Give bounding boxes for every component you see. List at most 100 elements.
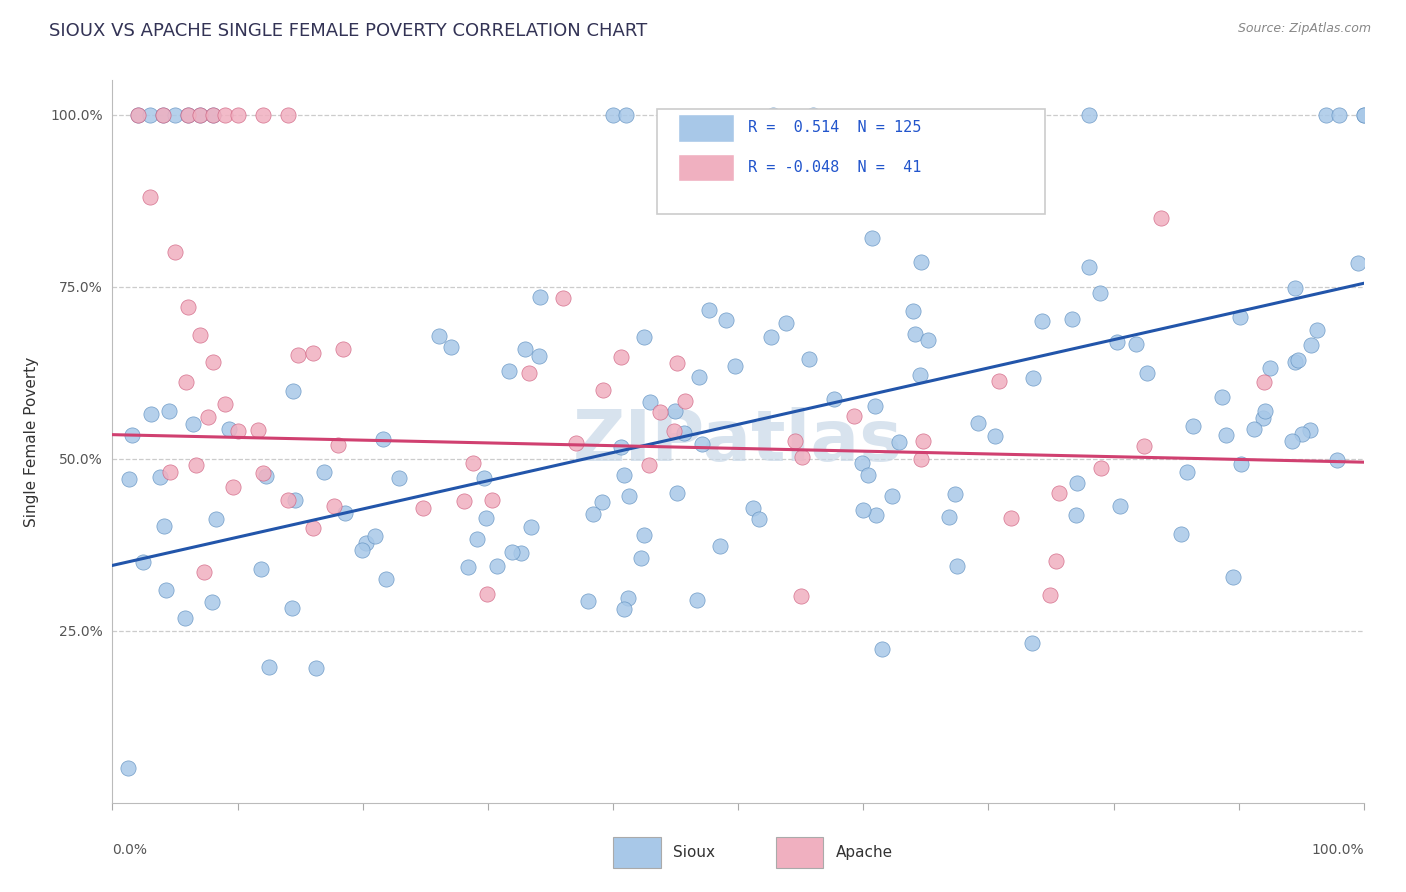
Point bbox=[173, 611, 195, 625]
Point bbox=[1022, 371, 1045, 385]
Point bbox=[226, 424, 249, 438]
Point bbox=[882, 489, 904, 503]
Point bbox=[1353, 108, 1375, 122]
Point bbox=[277, 493, 299, 508]
Point bbox=[917, 333, 939, 347]
Point bbox=[842, 409, 865, 424]
Point bbox=[121, 428, 143, 442]
Point bbox=[617, 489, 640, 503]
Point bbox=[1230, 457, 1253, 471]
Point bbox=[249, 562, 271, 576]
Point bbox=[284, 493, 307, 508]
Point bbox=[910, 452, 932, 467]
Point bbox=[1109, 500, 1132, 514]
Point bbox=[688, 370, 710, 384]
Point bbox=[373, 433, 395, 447]
Point bbox=[188, 108, 211, 122]
Point bbox=[1258, 361, 1281, 376]
Point bbox=[465, 533, 488, 547]
Point bbox=[1253, 403, 1275, 417]
Text: Source: ZipAtlas.com: Source: ZipAtlas.com bbox=[1237, 22, 1371, 36]
Point bbox=[565, 435, 588, 450]
Point bbox=[1136, 367, 1159, 381]
Point bbox=[214, 397, 236, 411]
Point bbox=[614, 108, 637, 122]
Point bbox=[200, 595, 222, 609]
Point bbox=[633, 330, 655, 344]
Point bbox=[463, 456, 485, 470]
Point bbox=[865, 400, 887, 414]
Point bbox=[1299, 338, 1322, 352]
Point bbox=[163, 108, 186, 122]
Point bbox=[214, 108, 236, 122]
Point bbox=[498, 364, 520, 378]
Point bbox=[188, 108, 211, 122]
Point bbox=[118, 472, 141, 486]
Point bbox=[387, 471, 409, 485]
Point bbox=[709, 539, 731, 553]
Point bbox=[201, 108, 224, 122]
Point bbox=[354, 535, 377, 549]
Point bbox=[592, 383, 614, 397]
Text: ZIPatlas: ZIPatlas bbox=[574, 407, 903, 476]
Point bbox=[139, 407, 162, 421]
Point bbox=[174, 375, 197, 389]
Point bbox=[852, 503, 875, 517]
Point bbox=[176, 108, 198, 122]
Text: SIOUX VS APACHE SINGLE FEMALE POVERTY CORRELATION CHART: SIOUX VS APACHE SINGLE FEMALE POVERTY CO… bbox=[49, 22, 647, 40]
Point bbox=[197, 410, 219, 425]
Point bbox=[1215, 428, 1237, 442]
Point bbox=[648, 405, 671, 419]
Point bbox=[617, 591, 640, 605]
Point bbox=[865, 508, 887, 522]
Point bbox=[901, 304, 924, 318]
Point bbox=[205, 512, 228, 526]
Point bbox=[664, 404, 686, 418]
Point bbox=[910, 254, 932, 268]
Point bbox=[856, 468, 879, 483]
Point bbox=[1284, 281, 1306, 295]
Point bbox=[184, 458, 207, 472]
Point bbox=[132, 555, 155, 569]
Point bbox=[759, 330, 782, 344]
Point bbox=[412, 500, 434, 515]
Point bbox=[1078, 260, 1101, 275]
Point bbox=[1327, 108, 1350, 122]
Point bbox=[139, 108, 162, 122]
Point bbox=[155, 582, 177, 597]
Point bbox=[1353, 108, 1375, 122]
Point bbox=[576, 594, 599, 608]
Point bbox=[665, 356, 688, 370]
Point bbox=[1105, 334, 1128, 349]
Point bbox=[685, 593, 707, 607]
Point bbox=[287, 348, 309, 362]
Point bbox=[254, 469, 277, 483]
Point bbox=[581, 507, 603, 521]
Point bbox=[323, 500, 346, 514]
Point bbox=[1031, 313, 1053, 327]
Point bbox=[193, 565, 215, 579]
Point bbox=[1243, 422, 1265, 436]
Point bbox=[1211, 390, 1233, 404]
Point bbox=[201, 108, 224, 122]
Point bbox=[1326, 453, 1348, 467]
Point bbox=[1286, 352, 1309, 367]
Point bbox=[673, 425, 696, 440]
Point bbox=[1045, 554, 1067, 568]
Point bbox=[630, 551, 652, 566]
Point bbox=[946, 558, 969, 573]
Point bbox=[789, 590, 811, 604]
Point bbox=[748, 512, 770, 526]
Point bbox=[457, 559, 479, 574]
Point bbox=[252, 466, 274, 480]
Point bbox=[1090, 460, 1112, 475]
Point bbox=[520, 520, 543, 534]
Point bbox=[1253, 375, 1275, 389]
Point bbox=[1047, 486, 1070, 500]
Point bbox=[117, 761, 139, 775]
Point bbox=[610, 351, 633, 365]
Point bbox=[870, 642, 893, 657]
Point bbox=[332, 342, 354, 356]
Point bbox=[333, 507, 356, 521]
Point bbox=[302, 346, 325, 360]
